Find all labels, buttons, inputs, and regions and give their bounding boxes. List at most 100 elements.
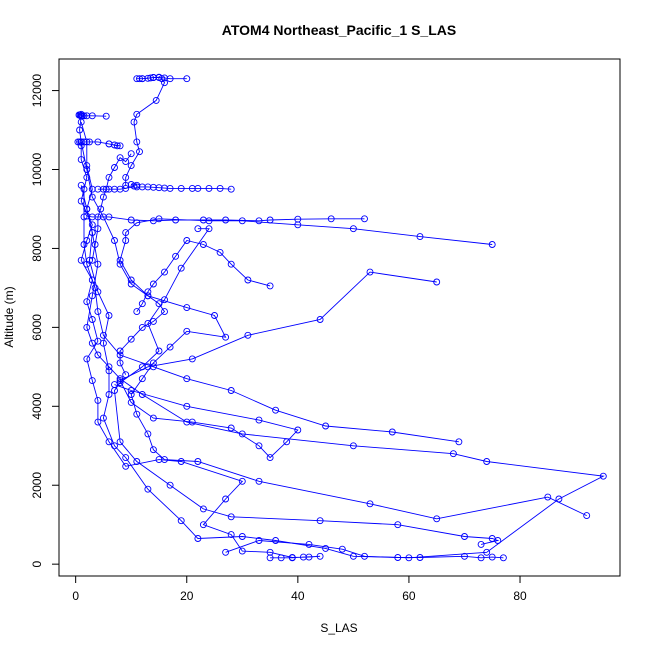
data-point bbox=[144, 430, 152, 438]
data-point bbox=[130, 182, 138, 190]
data-point bbox=[188, 184, 196, 192]
data-point bbox=[461, 533, 468, 540]
data-point bbox=[122, 237, 130, 244]
series-line bbox=[114, 228, 500, 545]
y-tick-label: 8000 bbox=[30, 235, 44, 262]
data-point bbox=[105, 438, 113, 446]
data-point bbox=[199, 521, 207, 529]
data-point bbox=[130, 118, 138, 126]
data-point bbox=[149, 446, 157, 454]
data-point bbox=[127, 335, 135, 343]
data-point bbox=[88, 193, 96, 201]
data-point bbox=[122, 173, 130, 181]
data-point bbox=[488, 535, 496, 542]
series-12 bbox=[75, 110, 110, 120]
data-point bbox=[349, 552, 357, 560]
data-point bbox=[266, 548, 274, 556]
data-point bbox=[305, 540, 313, 548]
data-point bbox=[405, 554, 413, 562]
data-point bbox=[94, 138, 102, 146]
series-11 bbox=[74, 138, 124, 150]
data-point bbox=[227, 531, 235, 539]
data-point bbox=[166, 343, 174, 351]
data-point bbox=[138, 375, 146, 383]
data-point bbox=[266, 282, 274, 290]
data-point bbox=[177, 264, 185, 272]
x-tick-label: 60 bbox=[402, 589, 416, 603]
data-point bbox=[127, 280, 135, 288]
series-1 bbox=[77, 118, 507, 562]
data-point bbox=[94, 225, 102, 233]
data-point bbox=[77, 156, 85, 164]
data-point bbox=[105, 140, 113, 148]
data-point bbox=[133, 410, 141, 418]
data-point bbox=[366, 500, 374, 508]
data-point bbox=[166, 481, 174, 489]
x-axis: 0 20 40 60 80 bbox=[72, 575, 527, 603]
data-point bbox=[294, 215, 302, 223]
data-point bbox=[127, 216, 135, 224]
data-point bbox=[322, 422, 330, 430]
data-point bbox=[88, 256, 96, 264]
data-point bbox=[183, 75, 191, 83]
data-point bbox=[127, 162, 135, 170]
data-point bbox=[449, 450, 457, 458]
y-tick-label: 10000 bbox=[30, 152, 44, 186]
data-point bbox=[116, 347, 124, 355]
data-point bbox=[177, 184, 185, 192]
data-point bbox=[111, 164, 118, 171]
data-point bbox=[91, 241, 99, 248]
x-tick-label: 20 bbox=[180, 589, 194, 603]
data-point bbox=[127, 387, 135, 394]
series-line bbox=[83, 189, 459, 443]
data-point bbox=[216, 248, 224, 256]
data-point bbox=[161, 184, 168, 192]
data-point bbox=[327, 215, 335, 223]
data-point bbox=[80, 241, 88, 248]
data-point bbox=[94, 213, 102, 221]
data-point bbox=[155, 347, 163, 355]
data-point bbox=[388, 428, 396, 436]
data-point bbox=[138, 75, 146, 83]
data-point bbox=[144, 288, 152, 296]
data-point bbox=[152, 96, 160, 104]
data-point bbox=[77, 142, 85, 150]
data-point bbox=[255, 217, 263, 225]
data-point bbox=[116, 359, 124, 367]
data-point bbox=[94, 396, 102, 404]
data-point bbox=[111, 237, 118, 244]
data-point bbox=[244, 331, 252, 339]
data-point bbox=[266, 216, 274, 224]
series-0 bbox=[76, 112, 324, 562]
data-point bbox=[216, 184, 224, 192]
data-point bbox=[88, 221, 96, 229]
data-point bbox=[316, 316, 324, 323]
x-tick-label: 40 bbox=[291, 589, 305, 603]
data-point bbox=[433, 278, 441, 286]
data-point bbox=[149, 217, 157, 225]
data-point bbox=[477, 554, 485, 562]
data-point bbox=[199, 505, 207, 513]
data-point bbox=[172, 216, 180, 224]
data-point bbox=[294, 426, 302, 434]
data-point bbox=[94, 308, 102, 316]
data-point bbox=[222, 216, 230, 224]
y-axis: 0 2000 4000 6000 8000 10000 12000 bbox=[30, 74, 60, 568]
y-tick-label: 2000 bbox=[30, 472, 44, 499]
data-point bbox=[161, 79, 168, 87]
data-point bbox=[94, 185, 102, 193]
data-point bbox=[583, 512, 591, 520]
data-point bbox=[433, 515, 441, 523]
data-point bbox=[238, 533, 246, 540]
data-point bbox=[88, 229, 96, 237]
data-point bbox=[172, 252, 180, 260]
data-point bbox=[105, 312, 113, 319]
data-point bbox=[183, 304, 191, 312]
data-point bbox=[105, 213, 113, 221]
data-point bbox=[277, 554, 285, 562]
data-point bbox=[83, 166, 91, 173]
y-tick-label: 4000 bbox=[30, 393, 44, 420]
data-point bbox=[122, 229, 130, 237]
data-point bbox=[483, 458, 491, 465]
